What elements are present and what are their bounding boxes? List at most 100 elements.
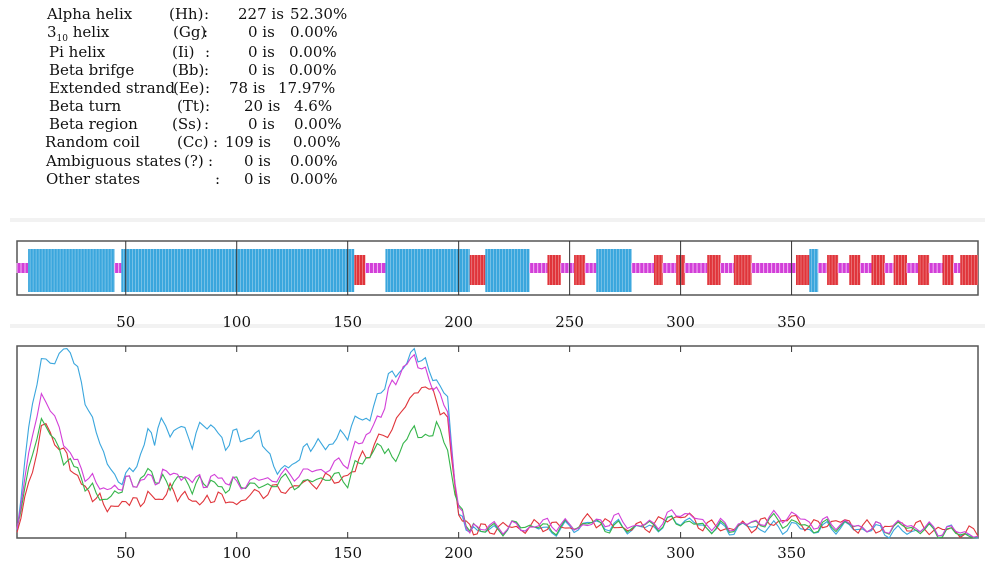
stat-code: (Cc) [177,133,209,151]
stat-separator: : [205,97,211,115]
stat-name: Ambiguous states [46,152,182,170]
track-segment [385,249,470,292]
track-segment [751,263,797,273]
x-tick-label: 350 [777,313,806,331]
track-segment [707,255,721,285]
stat-percent: 0.00% [290,152,338,170]
track-segment [796,255,810,285]
track-segment [585,263,597,273]
stat-name: Other states [46,170,141,188]
x-tick-label: 200 [444,313,473,331]
series-line-coil [16,353,979,538]
track-segment [28,249,115,292]
track-segment [918,255,930,285]
x-tick-label: 100 [222,544,251,562]
track-segment [662,263,677,273]
track-segment [354,255,366,285]
stat-percent: 0.00% [289,43,337,61]
x-tick-label: 200 [444,544,473,562]
stat-name: Alpha helix [47,5,133,23]
track-segment [733,255,752,285]
track-segment [596,249,632,292]
track-segment [114,263,122,273]
track-segment [838,263,850,273]
series-line-turn [16,416,979,539]
stat-count: 109 is [225,133,271,151]
track-segment [720,263,734,273]
stat-count: 20 is [244,97,281,115]
stat-separator: : [215,170,221,188]
stat-name-prefix: 3 [47,23,57,41]
stat-name: 310 helix [47,23,109,44]
stat-count: 227 is [238,5,284,23]
track-segment [653,255,663,285]
track-segment [860,263,872,273]
stat-percent: 17.97% [278,79,336,97]
x-tick-label: 300 [666,313,695,331]
stat-count: 0 is [248,23,275,41]
stat-name: Beta turn [49,97,122,115]
stat-count: 0 is [244,170,271,188]
track-segment [906,263,919,273]
x-tick-label: 50 [116,313,135,331]
stat-percent: 0.00% [290,170,338,188]
stat-code: (Tt) [177,97,205,115]
stat-code: (Bb) [172,61,205,79]
track-segment [942,255,954,285]
x-tick-label: 350 [777,544,806,562]
stat-name: Beta region [49,115,138,133]
stat-name-subscript: 10 [56,34,68,44]
track-segment [827,255,839,285]
state-probability-plot: 50 100 150 200 250 300 350 [16,345,979,562]
track-segment [631,263,654,273]
track-segment [871,255,885,285]
stat-count: 78 is [229,79,266,97]
stat-separator: : [204,61,210,79]
track-segment [365,263,386,273]
track-segment [953,263,961,273]
stat-separator: : [204,5,210,23]
separator-line [10,218,985,222]
x-tick-label: 250 [555,313,584,331]
stat-code: (Ii) [172,43,195,61]
stat-name-suffix: helix [68,23,110,41]
track-segment [809,249,819,292]
track-segment [929,263,943,273]
stat-name: Beta brifge [49,61,135,79]
stat-name: Random coil [45,133,140,151]
x-tick-label: 50 [116,544,135,562]
stat-name: Pi helix [49,43,106,61]
stat-name: Extended strand [49,79,175,97]
stat-percent: 0.00% [294,115,342,133]
separator-line [10,324,985,328]
stat-code: (Ss) [172,115,202,133]
track-segment [685,263,708,273]
track-segment [849,255,861,285]
track-segment [17,263,29,273]
x-tick-label: 100 [222,313,251,331]
stat-code: (?) [184,152,204,170]
track-segment [547,255,561,285]
stat-count: 0 is [244,152,271,170]
plot-frame [16,345,979,539]
stat-percent: 0.00% [293,133,341,151]
stat-separator: : [205,79,211,97]
x-tick-label: 150 [333,313,362,331]
stat-count: 0 is [248,61,275,79]
track-segment [960,255,978,285]
track-segment [529,263,548,273]
track-segment [560,263,575,273]
x-tick-label: 150 [333,544,362,562]
statistics-panel: Alpha helix (Hh): 227 is 52.30% 310 helix (Gg… [0,0,980,215]
stat-count: 0 is [248,115,275,133]
stat-code: (Gg) [173,23,207,41]
stat-separator: : [208,152,214,170]
stat-separator: : [203,23,209,41]
stat-percent: 0.00% [290,23,338,41]
stat-separator: : [213,133,219,151]
stat-separator: : [205,43,211,61]
stat-percent: 52.30% [290,5,348,23]
stat-separator: : [204,115,210,133]
track-segment [893,255,907,285]
stat-percent: 4.6% [294,97,333,115]
